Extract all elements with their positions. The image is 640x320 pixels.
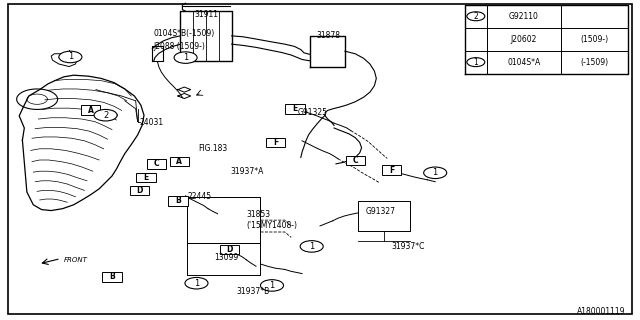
Text: G91325: G91325: [298, 108, 328, 117]
Text: C: C: [154, 159, 159, 168]
Text: FIG.183: FIG.183: [198, 144, 228, 153]
Bar: [220, 245, 239, 254]
Circle shape: [260, 280, 284, 291]
Text: B: B: [175, 196, 180, 205]
Text: (1509-): (1509-): [580, 35, 608, 44]
Text: 0104S*B(-1509): 0104S*B(-1509): [154, 29, 215, 38]
Circle shape: [424, 167, 447, 179]
Bar: [102, 272, 122, 282]
Text: 31937*B: 31937*B: [236, 287, 269, 296]
Text: A: A: [88, 106, 94, 115]
Bar: [285, 104, 305, 114]
Text: 31937*C: 31937*C: [392, 242, 425, 251]
Text: 31911: 31911: [194, 10, 218, 19]
Text: ('15MY1408-): ('15MY1408-): [246, 221, 298, 230]
Text: F: F: [389, 166, 394, 175]
Text: 1: 1: [194, 279, 199, 288]
Bar: [346, 156, 365, 165]
Bar: [147, 159, 166, 169]
Text: (-1509): (-1509): [580, 58, 608, 67]
Text: 2: 2: [474, 12, 478, 21]
Text: E: E: [143, 173, 148, 182]
Text: D: D: [136, 186, 143, 195]
Text: A: A: [176, 157, 182, 166]
Text: 13099: 13099: [214, 253, 239, 262]
Text: 22445: 22445: [188, 192, 212, 201]
Circle shape: [174, 52, 197, 63]
Bar: [81, 105, 100, 115]
Text: 31937*A: 31937*A: [230, 167, 264, 176]
Text: 0104S*A: 0104S*A: [508, 58, 540, 67]
Bar: [266, 138, 285, 147]
Circle shape: [467, 12, 485, 21]
Bar: [130, 186, 149, 195]
Bar: [168, 196, 188, 206]
Text: J20602: J20602: [511, 35, 537, 44]
Text: 24031: 24031: [140, 118, 164, 127]
Bar: [136, 173, 156, 182]
Bar: [382, 165, 401, 175]
Circle shape: [185, 277, 208, 289]
Text: 1: 1: [183, 53, 188, 62]
Text: FRONT: FRONT: [64, 257, 88, 263]
Text: 31853: 31853: [246, 210, 271, 219]
Circle shape: [94, 109, 117, 121]
Text: G91327: G91327: [366, 207, 396, 216]
Text: J2088 (1509-): J2088 (1509-): [154, 42, 205, 51]
Text: D: D: [226, 245, 232, 254]
Text: B: B: [109, 272, 115, 281]
Text: 1: 1: [474, 58, 478, 67]
Text: 1: 1: [68, 52, 73, 61]
Bar: [170, 157, 189, 166]
Text: 1: 1: [309, 242, 314, 251]
Circle shape: [59, 51, 82, 63]
Text: E: E: [292, 104, 298, 113]
Text: F: F: [273, 138, 278, 147]
Text: 2: 2: [103, 111, 108, 120]
Text: A180001119: A180001119: [577, 308, 626, 316]
Circle shape: [467, 58, 485, 67]
Text: 1: 1: [433, 168, 438, 177]
Text: 31878: 31878: [316, 31, 340, 40]
Text: G92110: G92110: [509, 12, 539, 21]
Text: 1: 1: [269, 281, 275, 290]
Text: C: C: [353, 156, 358, 165]
Circle shape: [300, 241, 323, 252]
